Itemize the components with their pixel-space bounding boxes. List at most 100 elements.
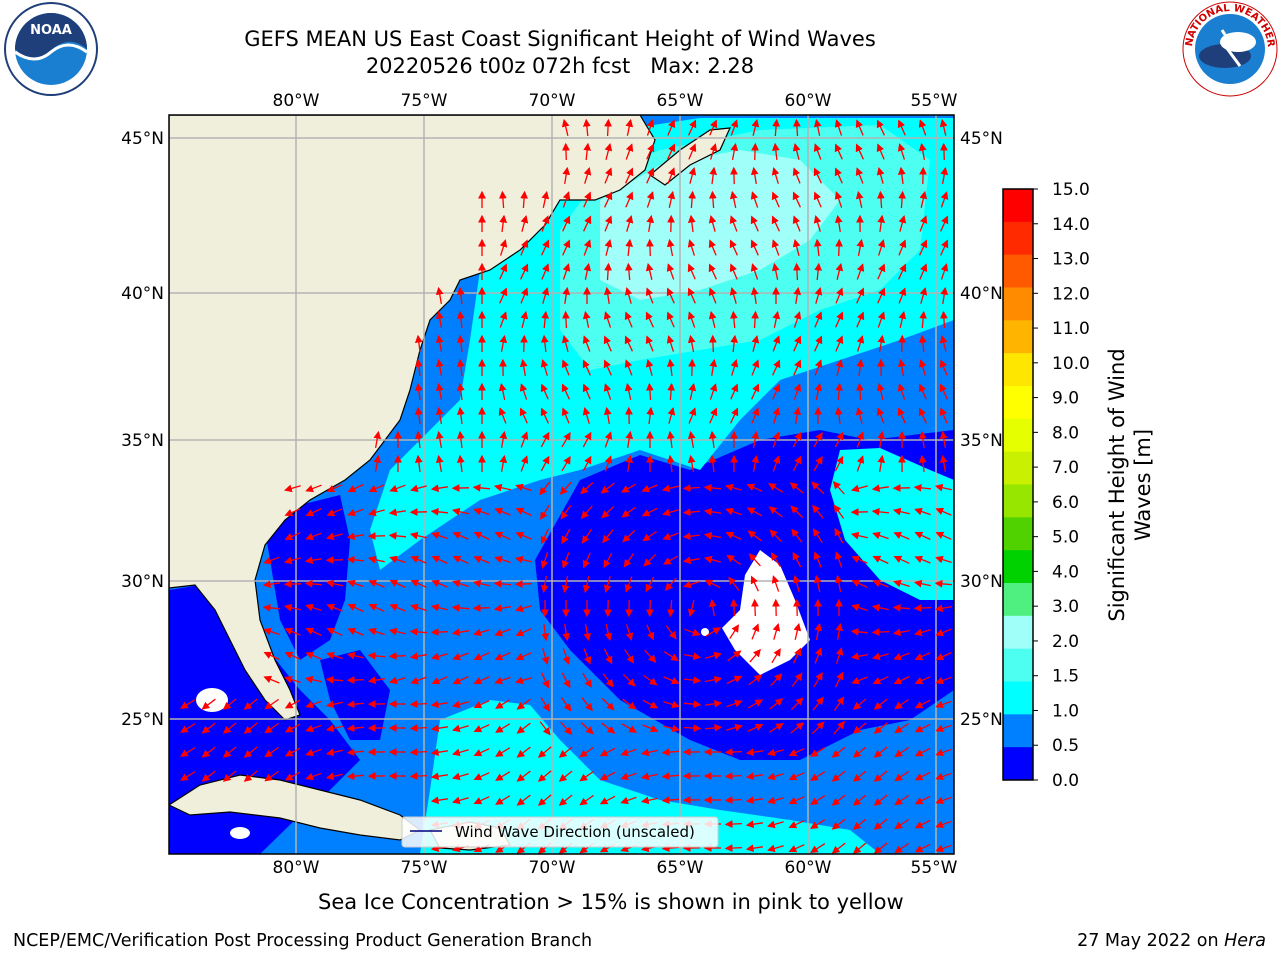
wind-wave-arrow [430,772,448,781]
wind-wave-arrow [602,529,614,544]
wind-wave-arrow [541,310,550,329]
wind-wave-arrow [667,190,676,208]
wind-wave-arrow [730,383,739,400]
wind-wave-arrow [582,576,591,594]
wind-wave-arrow [582,118,591,137]
wind-wave-arrow [745,772,763,781]
wind-wave-arrow [772,359,781,376]
wind-wave-arrow [646,143,655,160]
wind-wave-arrow [751,335,760,352]
wind-wave-arrow [622,530,636,543]
wind-wave-arrow [705,699,723,708]
wind-wave-arrow [788,796,805,805]
wind-wave-arrow [562,239,571,256]
wind-wave-arrow [772,623,781,640]
wind-wave-arrow [666,599,675,618]
wind-wave-arrow [939,383,948,400]
wind-wave-arrow [495,795,511,805]
wind-wave-arrow [430,700,448,709]
wind-wave-arrow [831,746,846,758]
wind-wave-arrow [305,772,322,781]
wind-wave-arrow [515,531,532,540]
wind-wave-arrow [767,748,784,757]
wind-wave-arrow [729,624,740,640]
wind-wave-arrow [745,844,763,853]
wind-wave-arrow [709,166,718,184]
wind-wave-arrow [792,431,802,448]
wind-wave-arrow [473,700,490,709]
wind-wave-arrow [582,310,591,328]
lat-tick-left: 35°N [121,431,164,451]
wind-wave-arrow [540,431,550,448]
wind-wave-arrow [305,724,322,733]
wind-wave-arrow [935,507,952,516]
wind-wave-arrow [935,772,952,781]
wind-wave-arrow [558,770,573,782]
colorbar-tick-label: 13.0 [1052,250,1090,270]
wind-wave-arrow [914,676,931,685]
wind-wave-arrow [451,603,470,612]
wind-wave-arrow [537,770,552,782]
wind-wave-arrow [582,672,592,688]
wind-wave-arrow [769,698,784,710]
wind-wave-arrow [919,263,928,280]
wind-wave-arrow [793,118,801,137]
wind-wave-arrow [792,191,801,208]
wind-wave-arrow [583,262,592,280]
map-frame [168,114,955,855]
wind-wave-arrow [201,770,216,782]
wind-wave-arrow [583,215,592,232]
wind-wave-arrow [705,651,722,660]
wind-wave-arrow [852,842,867,854]
colorbar-tick-label: 6.0 [1052,493,1079,513]
wind-wave-arrow [435,358,444,377]
wind-wave-arrow [919,287,928,304]
wind-wave-arrow [914,652,931,661]
wind-wave-arrow [769,529,783,543]
wind-wave-arrow [625,215,634,232]
wind-wave-arrow [430,796,448,805]
cyan-caribbean-band [420,700,880,854]
wind-wave-arrow [792,167,801,184]
wind-wave-arrow [872,676,889,685]
wind-wave-arrow [435,310,444,329]
wind-wave-arrow [452,796,469,805]
wind-wave-arrow [940,215,949,232]
wind-wave-arrow [410,579,427,588]
wind-wave-arrow [709,334,717,353]
wind-wave-arrow [918,359,927,376]
wind-wave-arrow [516,722,531,734]
wind-wave-arrow [793,311,802,328]
wind-wave-arrow [898,334,906,353]
wind-wave-arrow [452,772,469,781]
wind-wave-arrow [305,508,322,517]
pale-max-region [600,150,840,300]
wind-wave-arrow [918,142,927,161]
wind-wave-arrow [893,555,910,564]
wind-wave-arrow [813,143,822,160]
wind-wave-arrow [561,528,571,545]
wind-wave-arrow [430,748,448,757]
colorbar-swatch [1003,287,1033,321]
wind-wave-arrow [939,430,948,449]
wind-wave-arrow [812,696,824,711]
colorbar-tick-label: 0.0 [1052,771,1079,791]
wind-wave-arrow [304,675,322,684]
colorbar-swatch [1003,254,1033,288]
wind-wave-arrow [520,287,529,304]
wind-wave-arrow [662,532,679,541]
colorbar-tick-label: 2.0 [1052,632,1079,652]
wind-wave-arrow [688,119,697,136]
wind-wave-arrow [520,239,529,256]
wind-wave-arrow [625,624,634,641]
wind-wave-arrow [813,118,822,136]
wind-wave-arrow [456,406,465,424]
wind-wave-arrow [435,430,444,449]
wind-wave-arrow [326,603,343,612]
wind-wave-arrow [730,598,738,617]
wind-wave-arrow [562,142,570,161]
colorbar-swatch [1003,615,1033,650]
wind-wave-arrow [682,508,701,517]
wind-wave-arrow [541,672,550,689]
wind-wave-arrow [625,191,634,208]
